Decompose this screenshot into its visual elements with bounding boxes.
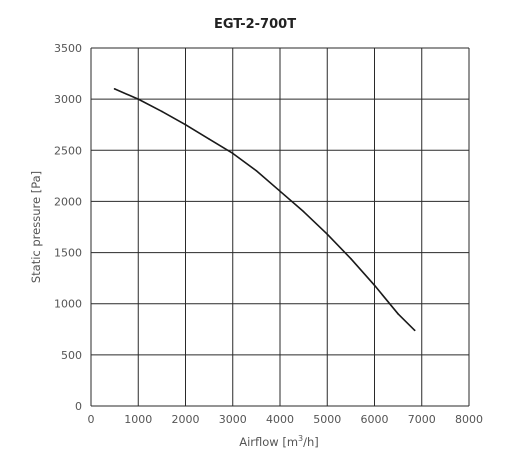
x-tick-label: 1000	[124, 413, 152, 426]
y-tick-label: 500	[61, 349, 82, 362]
y-tick-label: 2500	[54, 144, 82, 157]
x-axis-label: Airflow [m3/h]	[239, 434, 319, 449]
series-point	[326, 233, 329, 235]
series-point	[208, 138, 210, 140]
series-point	[113, 88, 116, 90]
series-point	[279, 190, 281, 192]
series-point	[413, 329, 416, 332]
series-point	[184, 123, 187, 126]
chart-title: EGT-2-700T	[214, 17, 296, 32]
grid	[90, 47, 470, 407]
x-axis-label-prefix: Airflow [m	[239, 435, 298, 449]
series-point	[231, 152, 234, 155]
series-line	[113, 88, 416, 332]
y-tick-label: 1500	[54, 247, 82, 260]
tick-labels: 0 1000 2000 3000 4000 5000 6000 7000 8000 0 500 100…	[54, 42, 483, 426]
x-tick-label: 3000	[219, 413, 247, 426]
series-point	[255, 169, 258, 172]
y-tick-label: 2000	[54, 195, 82, 208]
x-tick-label: 7000	[408, 413, 436, 426]
y-tick-label: 3000	[54, 93, 82, 106]
x-tick-label: 2000	[172, 413, 200, 426]
series-point	[350, 257, 352, 260]
x-tick-label: 0	[88, 413, 95, 426]
y-tick-label: 0	[75, 400, 82, 413]
y-tick-label: 1000	[54, 298, 82, 311]
y-axis-label: Static pressure [Pa]	[29, 171, 43, 283]
series-layer	[113, 88, 416, 332]
series-point	[161, 110, 163, 113]
y-tick-label: 3500	[54, 42, 82, 55]
x-axis-label-suffix: /h]	[303, 435, 319, 449]
x-axis-label-superscript: 3	[298, 434, 303, 443]
x-tick-label: 6000	[361, 413, 389, 426]
x-tick-label: 4000	[266, 413, 294, 426]
series-point	[302, 210, 305, 213]
series-point	[397, 313, 399, 315]
series-point	[373, 284, 376, 287]
series-point	[137, 98, 140, 100]
x-tick-label: 8000	[455, 413, 483, 426]
x-tick-label: 5000	[313, 413, 341, 426]
